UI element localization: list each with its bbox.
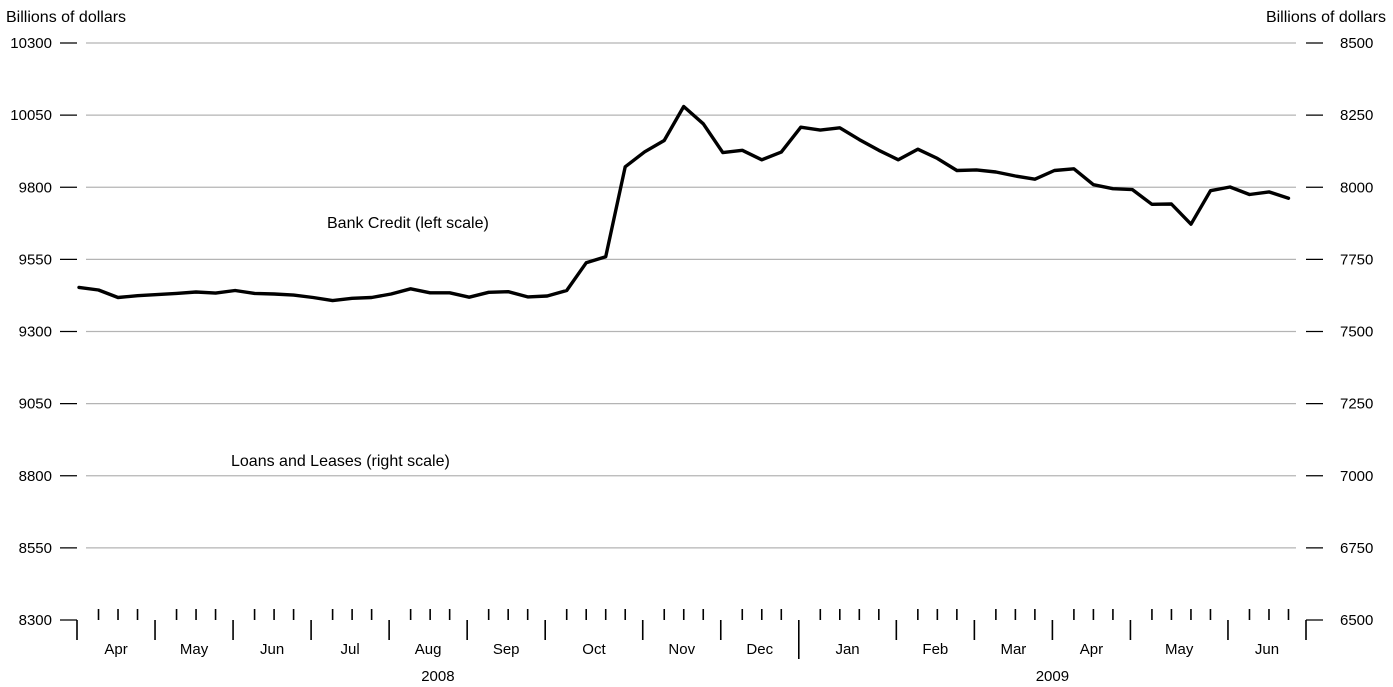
- left-tick-label: 9550: [19, 251, 52, 268]
- right-axis: 6500 6750 7000 7250 7500 7750 8000 8250 8500: [1306, 35, 1373, 629]
- left-tick-label: 9050: [19, 396, 52, 413]
- month-label: May: [180, 641, 209, 658]
- month-label: Dec: [746, 641, 773, 658]
- right-axis-title: Billions of dollars: [1266, 9, 1386, 26]
- bank-credit-line: [77, 104, 1291, 303]
- month-label: Jun: [260, 641, 284, 658]
- right-tick-label: 7000: [1340, 468, 1373, 485]
- left-axis: 8300 8550 8800 9050 9300 9550 9800 10050 10300: [10, 35, 77, 629]
- month-label: Jan: [835, 641, 859, 658]
- month-label: May: [1165, 641, 1194, 658]
- right-tick-label: 6750: [1340, 540, 1373, 557]
- left-tick-label: 10050: [10, 107, 52, 124]
- month-label: Jul: [341, 641, 360, 658]
- month-label: Aug: [415, 641, 442, 658]
- year-label: 2009: [1036, 668, 1069, 685]
- right-tick-label: 7500: [1340, 324, 1373, 341]
- right-tick-label: 8250: [1340, 107, 1373, 124]
- right-tick-label: 6500: [1340, 612, 1373, 629]
- month-label: Apr: [1080, 641, 1103, 658]
- left-tick-label: 9800: [19, 179, 52, 196]
- left-tick-label: 9300: [19, 324, 52, 341]
- left-tick-label: 8550: [19, 540, 52, 557]
- right-tick-label: 8000: [1340, 179, 1373, 196]
- series-lines: [77, 104, 1291, 303]
- right-tick-label: 8500: [1340, 35, 1373, 52]
- month-label: Sep: [493, 641, 520, 658]
- left-tick-label: 8800: [19, 468, 52, 485]
- bank-credit-annotation: Bank Credit (left scale): [327, 215, 489, 232]
- left-tick-label: 10300: [10, 35, 52, 52]
- gridlines: [86, 42, 1296, 549]
- right-tick-label: 7250: [1340, 396, 1373, 413]
- left-tick-label: 8300: [19, 612, 52, 629]
- month-label: Apr: [104, 641, 127, 658]
- x-axis: Apr May Jun Jul Aug Sep Oct Nov Dec Jan Feb Mar Apr M…: [76, 609, 1307, 685]
- month-label: Mar: [1000, 641, 1026, 658]
- month-label: Feb: [922, 641, 948, 658]
- loans-leases-annotation: Loans and Leases (right scale): [231, 453, 450, 470]
- month-label: Oct: [582, 641, 606, 658]
- left-axis-title: Billions of dollars: [6, 9, 126, 26]
- year-label: 2008: [421, 668, 454, 685]
- right-tick-label: 7750: [1340, 251, 1373, 268]
- month-label: Nov: [668, 641, 695, 658]
- month-label: Jun: [1255, 641, 1279, 658]
